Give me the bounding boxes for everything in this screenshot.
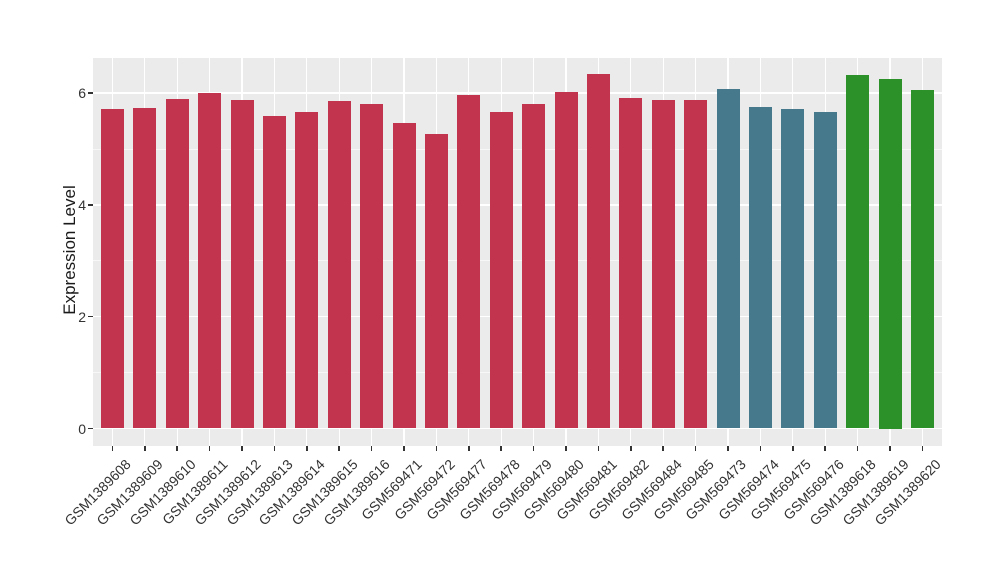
x-tick-mark [500, 446, 502, 451]
x-tick-mark [435, 446, 438, 451]
bar-GSM569484 [651, 99, 675, 429]
bar-GSM569482 [619, 98, 643, 429]
bar-GSM569481 [586, 74, 610, 429]
x-tick-mark [241, 446, 243, 451]
bar-GSM1389615 [327, 100, 351, 429]
bar-GSM569479 [522, 104, 546, 429]
y-gridline-minor [93, 260, 942, 262]
y-gridline-major [93, 204, 942, 206]
x-tick-mark [792, 446, 794, 451]
x-tick-mark [824, 446, 826, 451]
bar-GSM1389611 [198, 93, 222, 429]
bar-GSM1389614 [295, 111, 319, 429]
bar-GSM569471 [392, 122, 416, 429]
x-tick-mark [176, 446, 178, 451]
y-tick-label: 6 [78, 85, 86, 102]
x-tick-mark [370, 446, 373, 451]
bar-GSM1389616 [360, 103, 384, 429]
x-tick-mark [694, 446, 697, 451]
bar-GSM569478 [489, 111, 513, 429]
bar-GSM1389609 [133, 107, 157, 429]
bar-GSM1389608 [100, 108, 124, 429]
y-gridline-minor [93, 372, 942, 374]
x-tick-mark [273, 446, 276, 451]
bar-GSM569475 [781, 109, 805, 429]
bar-GSM569477 [457, 94, 481, 429]
bar-GSM1389618 [846, 75, 870, 429]
x-tick-mark [921, 446, 924, 451]
x-tick-mark [662, 446, 664, 451]
y-gridline-major [93, 315, 942, 318]
x-tick-mark [208, 446, 211, 451]
x-tick-mark [889, 446, 891, 451]
x-tick-mark [144, 446, 146, 451]
y-gridline-major [93, 427, 942, 430]
x-tick-mark [597, 446, 600, 451]
bar-GSM569476 [813, 111, 837, 429]
bar-GSM1389610 [165, 98, 189, 429]
x-tick-mark [532, 446, 535, 451]
bar-GSM569474 [748, 107, 772, 429]
x-tick-mark [727, 446, 729, 451]
bar-GSM1389612 [230, 100, 254, 429]
x-tick-mark [403, 446, 405, 451]
y-tick-mark [88, 92, 93, 94]
bar-GSM1389613 [262, 116, 286, 429]
y-gridline-minor [93, 148, 942, 150]
bar-GSM569480 [554, 91, 578, 429]
y-tick-mark [88, 315, 93, 318]
y-tick-label: 2 [78, 308, 86, 325]
x-tick-mark [306, 446, 308, 451]
x-tick-mark [565, 446, 567, 451]
bar-GSM569485 [684, 100, 708, 429]
plot-panel [93, 58, 942, 446]
bar-GSM569472 [424, 133, 448, 429]
x-tick-mark [856, 446, 859, 451]
x-tick-mark [111, 446, 114, 451]
y-tick-mark [88, 204, 93, 206]
y-tick-mark [88, 427, 93, 430]
x-tick-mark [759, 446, 762, 451]
x-tick-mark [468, 446, 470, 451]
bar-GSM1389620 [910, 89, 934, 429]
x-tick-mark [630, 446, 632, 451]
y-gridline-major [93, 92, 942, 94]
y-tick-label: 0 [78, 420, 86, 437]
bar-GSM569473 [716, 89, 740, 429]
y-tick-label: 4 [78, 196, 86, 213]
x-tick-mark [338, 446, 340, 451]
bar-GSM1389619 [878, 79, 902, 429]
